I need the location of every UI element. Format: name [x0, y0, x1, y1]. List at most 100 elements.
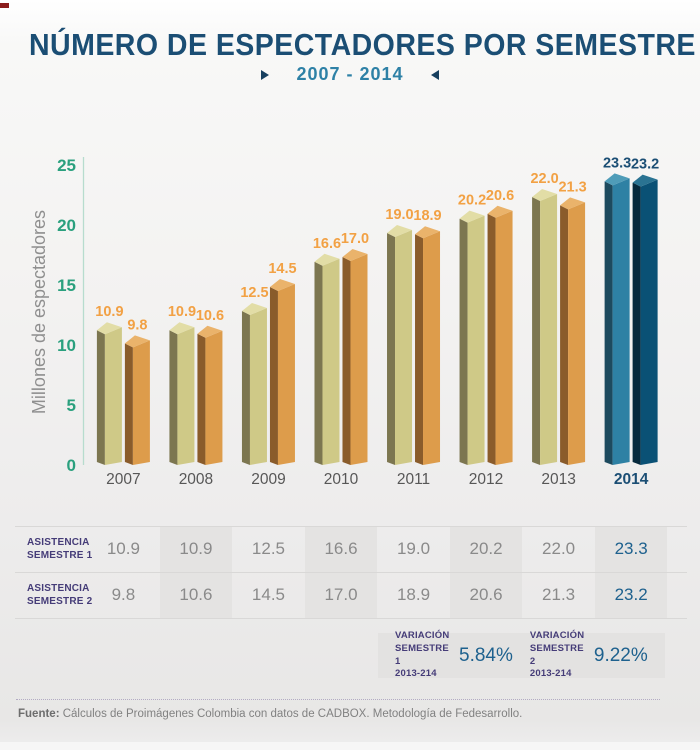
bar-2012-s2 [487, 205, 513, 465]
bar-2011-s2 [415, 226, 441, 465]
divider-dotted [16, 699, 660, 700]
source-text: Cálculos de Proimágenes Colombia con dat… [59, 708, 523, 720]
table-cell-value: 23.3 [614, 539, 648, 558]
bar-value-label: 16.6 [313, 236, 341, 252]
table-cell-value: 16.6 [324, 539, 358, 558]
bar-2010-s2 [342, 249, 368, 465]
bar-2008-s2 [197, 325, 223, 465]
table-separator [15, 618, 687, 619]
corner-mark [0, 3, 9, 8]
variation-value: 9.22% [593, 644, 648, 666]
bar-side-face [632, 182, 641, 465]
bar-front-face [277, 284, 295, 465]
bar-value-label: 10.9 [168, 304, 196, 320]
bar-value-label: 20.6 [486, 188, 514, 204]
bar-side-face [241, 311, 250, 465]
bar-2014-s1 [604, 173, 630, 465]
table-cell-value: 12.5 [251, 539, 285, 558]
table-cell-value: 20.2 [469, 539, 503, 558]
bar-value-label: 22.0 [530, 171, 558, 187]
bar-side-face [487, 213, 496, 465]
y-tick-label: 25 [57, 156, 76, 175]
page-title: NÚMERO DE ESPECTADORES POR SEMESTRE [0, 27, 700, 63]
bar-front-face [568, 202, 586, 465]
bar-front-face [540, 194, 558, 465]
y-axis-title: Millones de espectadores [29, 210, 49, 414]
bar-value-label: 17.0 [341, 231, 369, 247]
table-cell-value: 19.0 [396, 539, 431, 558]
bar-value-label: 10.6 [196, 308, 224, 324]
variation-label: VARIACIÓN SEMESTRE 1 2013-214 [395, 630, 450, 680]
bar-value-label: 21.3 [558, 179, 586, 195]
table-row-label-line: ASISTENCIA [27, 583, 90, 594]
bar-value-label: 12.5 [240, 285, 268, 301]
bar-side-face [342, 257, 351, 465]
source-note: Fuente: Cálculos de Proimágenes Colombia… [18, 708, 522, 720]
bar-front-face [423, 231, 441, 465]
variation-item: VARIACIÓN SEMESTRE 2 2013-214 9.22% [530, 630, 648, 680]
subtitle-text: 2007 - 2014 [296, 64, 404, 84]
bar-2012-s1 [459, 210, 485, 465]
x-category-label: 2007 [106, 471, 140, 488]
table-cell-value: 17.0 [324, 585, 358, 604]
table-cell-value: 18.9 [396, 585, 431, 604]
bar-side-face [314, 261, 323, 465]
page-title-text: NÚMERO DE ESPECTADORES POR SEMESTRE [28, 27, 696, 62]
bar-front-face [350, 254, 368, 465]
bar-value-label: 20.2 [458, 193, 486, 209]
bar-value-label: 23.2 [631, 157, 659, 173]
table-cell-value: 10.9 [106, 539, 140, 558]
bar-top-face [241, 303, 267, 315]
y-tick-label: 5 [67, 396, 76, 415]
table-cell-value: 21.3 [542, 585, 576, 604]
bar-value-label: 14.5 [268, 261, 296, 277]
bar-2009-s1 [241, 303, 267, 465]
subtitle: 2007 - 2014 [0, 64, 700, 85]
table-row-label-line: SEMESTRE 2 [27, 596, 93, 607]
bar-top-face [532, 189, 558, 201]
y-tick-label: 10 [57, 336, 76, 355]
bar-front-face [640, 179, 658, 465]
table-row-label: ASISTENCIA SEMESTRE 2 [27, 582, 137, 608]
bar-top-face [96, 322, 122, 335]
bar-side-face [604, 181, 613, 465]
bar-side-face [415, 234, 424, 465]
table-cell-value: 10.6 [179, 585, 213, 604]
bar-front-face [495, 210, 513, 465]
x-category-label: 2010 [324, 471, 359, 488]
table-separator [15, 526, 687, 527]
bar-top-face [387, 225, 413, 237]
bar-top-face [169, 322, 195, 335]
bar-value-label: 19.0 [385, 207, 413, 223]
bar-top-face [269, 279, 295, 291]
x-category-label: 2014 [614, 471, 649, 488]
bar-side-face [459, 218, 468, 465]
variation-value: 5.84% [459, 644, 513, 666]
bar-2013-s2 [560, 197, 586, 465]
bar-value-label: 18.9 [413, 208, 441, 224]
bar-2011-s1 [387, 225, 413, 465]
table-cell-value: 9.8 [111, 585, 136, 604]
bar-top-face [632, 174, 658, 187]
bar-top-face [197, 325, 223, 338]
bar-value-label: 23.3 [603, 155, 631, 171]
table-cell-value: 22.0 [542, 539, 576, 558]
bar-2013-s1 [532, 189, 558, 465]
bar-side-face [169, 330, 178, 465]
table-cell-value: 10.9 [179, 539, 213, 558]
bar-top-face [487, 205, 513, 218]
bar-top-face [459, 210, 485, 223]
bar-side-face [387, 233, 396, 465]
arrow-left-icon [430, 69, 439, 80]
bar-top-face [124, 335, 150, 348]
bar-2009-s2 [269, 279, 295, 465]
bar-side-face [124, 343, 133, 465]
bar-side-face [560, 205, 569, 465]
bar-side-face [269, 287, 278, 465]
bar-top-face [415, 226, 441, 239]
bar-top-face [604, 173, 630, 186]
source-prefix: Fuente: [18, 708, 60, 720]
bar-front-face [467, 215, 485, 465]
bar-front-face [322, 258, 340, 465]
